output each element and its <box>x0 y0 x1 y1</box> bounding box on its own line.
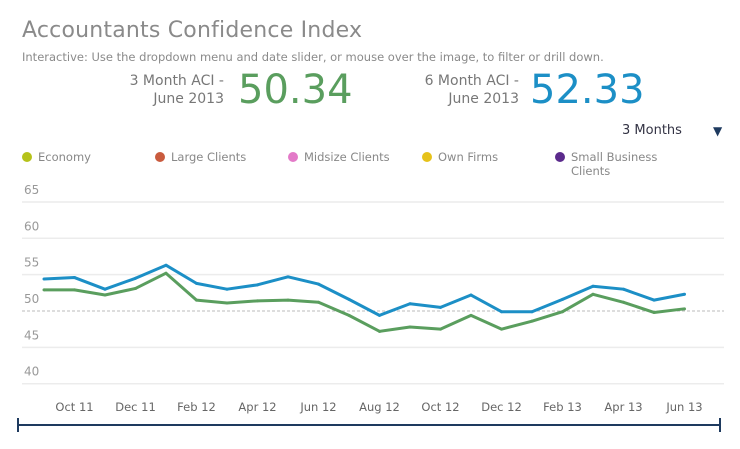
x-tick-label: Apr 13 <box>604 400 642 414</box>
data-point <box>164 271 168 275</box>
x-tick-label: Oct 12 <box>421 400 459 414</box>
x-tick-label: Apr 12 <box>238 400 276 414</box>
legend-dot-icon <box>22 152 32 162</box>
data-point <box>500 310 503 314</box>
series-line-0 <box>43 263 685 317</box>
data-point <box>42 288 46 292</box>
legend-item[interactable]: Small Business Clients <box>555 150 665 178</box>
legend-dot-icon <box>155 152 165 162</box>
kpi-3month-label: 3 Month ACI - June 2013 <box>100 72 224 108</box>
data-point <box>652 310 656 314</box>
dropdown-arrow-icon[interactable]: ▼ <box>713 124 723 138</box>
data-point <box>622 300 625 304</box>
data-point <box>561 310 564 314</box>
y-tick-label: 60 <box>24 219 39 233</box>
y-tick-label: 55 <box>24 256 39 270</box>
data-point <box>225 301 229 305</box>
data-point <box>408 325 412 329</box>
legend-item[interactable]: Economy <box>22 150 91 164</box>
data-point <box>439 327 442 331</box>
legend-label: Economy <box>38 150 91 164</box>
y-tick-label: 40 <box>24 365 39 379</box>
period-dropdown[interactable]: 3 Months <box>622 123 682 138</box>
data-point <box>225 287 229 291</box>
legend-label: Small Business Clients <box>571 150 658 178</box>
x-tick-label: Feb 12 <box>177 400 216 414</box>
data-point <box>683 307 686 311</box>
y-tick-label: 65 <box>24 183 39 197</box>
data-point <box>256 299 259 303</box>
x-tick-label: Dec 12 <box>481 400 522 414</box>
data-point <box>683 292 686 296</box>
data-point <box>256 283 259 287</box>
legend-item[interactable]: Large Clients <box>155 150 246 164</box>
legend-dot-icon <box>555 152 565 162</box>
data-point <box>317 300 320 304</box>
data-point <box>347 313 351 317</box>
data-point <box>408 302 412 306</box>
legend-item[interactable]: Midsize Clients <box>288 150 390 164</box>
data-point <box>73 288 76 292</box>
x-tick-label: Jun 12 <box>299 400 336 414</box>
data-point <box>164 263 168 267</box>
data-point <box>469 313 473 317</box>
kpi-label-line: June 2013 <box>448 91 519 107</box>
kpi-6month-label: 6 Month ACI - June 2013 <box>395 72 519 108</box>
data-point <box>134 286 137 290</box>
legend-label: Midsize Clients <box>304 150 390 164</box>
data-point <box>103 287 107 291</box>
kpi-6month-value: 52.33 <box>530 67 645 113</box>
data-point <box>530 319 534 323</box>
data-point <box>286 298 290 302</box>
kpi-label-line: 3 Month ACI - <box>129 73 224 89</box>
y-tick-label: 45 <box>24 328 39 342</box>
data-point <box>195 281 198 285</box>
legend-dot-icon <box>288 152 298 162</box>
data-point <box>561 297 564 301</box>
legend-item[interactable]: Own Firms <box>422 150 498 164</box>
data-point <box>317 282 320 286</box>
data-point <box>195 298 198 302</box>
data-point <box>42 277 46 281</box>
data-point <box>378 329 381 333</box>
data-point <box>469 293 473 297</box>
legend-label: Large Clients <box>171 150 247 164</box>
data-point <box>439 305 442 309</box>
series-line-1 <box>44 271 685 333</box>
data-point <box>530 310 534 314</box>
data-point <box>103 293 107 297</box>
data-point <box>378 313 381 317</box>
legend-dot-icon <box>422 152 432 162</box>
page-title: Accountants Confidence Index <box>22 18 363 43</box>
x-tick-label: Dec 11 <box>115 400 156 414</box>
y-tick-label: 50 <box>24 292 39 306</box>
data-point <box>347 297 351 301</box>
data-point <box>652 298 656 302</box>
x-tick-label: Oct 11 <box>55 400 93 414</box>
data-point <box>134 276 137 280</box>
data-point <box>591 284 595 288</box>
data-point <box>591 292 595 296</box>
subtitle: Interactive: Use the dropdown menu and d… <box>22 50 604 64</box>
x-tick-label: Feb 13 <box>543 400 582 414</box>
x-tick-label: Aug 12 <box>359 400 400 414</box>
data-point <box>500 327 503 331</box>
kpi-3month-value: 50.34 <box>238 67 353 113</box>
data-point <box>73 276 76 280</box>
legend-label: Own Firms <box>438 150 499 164</box>
kpi-label-line: June 2013 <box>153 91 224 107</box>
data-point <box>286 275 290 279</box>
data-point <box>622 287 625 291</box>
x-tick-label: Jun 13 <box>665 400 702 414</box>
kpi-label-line: 6 Month ACI - <box>424 73 519 89</box>
